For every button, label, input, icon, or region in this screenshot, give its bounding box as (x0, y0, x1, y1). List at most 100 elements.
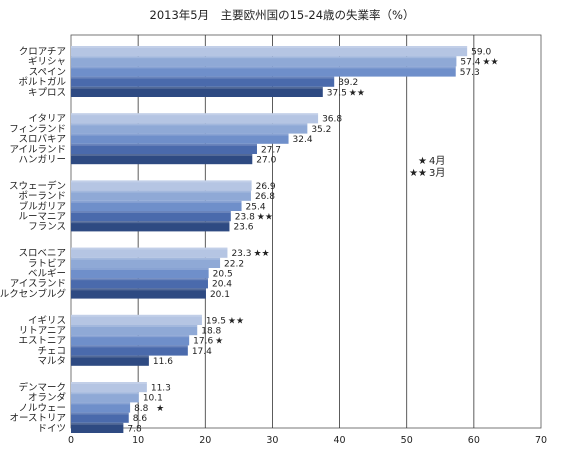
bar (71, 402, 131, 413)
value-label: 18.8 (201, 327, 221, 337)
category-label: スロベニア (18, 248, 66, 259)
bar (71, 46, 468, 57)
bars-layer (71, 46, 468, 433)
bar-highlight (71, 211, 231, 213)
bar (71, 190, 251, 201)
bar-highlight (71, 66, 456, 69)
bar-highlight (71, 422, 124, 425)
plot-frame (70, 34, 542, 429)
value-note: ★ (215, 337, 223, 347)
category-label: チェコ (37, 346, 66, 357)
bar-highlight (71, 278, 208, 281)
category-label: ハンガリー (18, 155, 66, 166)
category-label: ラトビア (28, 258, 66, 269)
category-label: アイスランド (10, 279, 66, 290)
value-label: 57.4 (460, 58, 480, 68)
category-label: キプロス (28, 87, 66, 98)
category-label: ノルウェー (18, 403, 66, 414)
category-label: イタリア (28, 114, 66, 125)
legend-marker: ★ (418, 156, 427, 167)
bar (71, 314, 202, 325)
value-label: 25.4 (246, 202, 266, 212)
bar-highlight (71, 221, 230, 224)
bar-highlight (71, 86, 323, 89)
chart-title: 2013年5月 主要欧州国の15-24歳の失業率（%） (150, 8, 415, 22)
bar (71, 200, 242, 211)
bar (71, 325, 198, 336)
category-label: デンマーク (18, 382, 66, 394)
bar-highlight (71, 200, 242, 203)
bar (71, 278, 208, 289)
bar (71, 123, 308, 134)
value-note: ★★ (253, 249, 269, 259)
bar (71, 257, 221, 268)
category-label: スペイン (29, 67, 66, 78)
value-label: 26.8 (255, 192, 275, 202)
x-tick-label: 0 (68, 435, 74, 446)
value-label: 23.3 (231, 249, 251, 259)
category-label: フィンランド (9, 124, 66, 135)
legend: ★ 4月★★ 3月 (409, 155, 445, 179)
value-label: 36.8 (322, 115, 342, 125)
x-tick-label: 60 (468, 435, 480, 446)
value-label: 27.0 (256, 156, 276, 166)
bar (71, 288, 206, 299)
value-label: 23.6 (233, 223, 253, 233)
x-tick-label: 70 (535, 435, 547, 446)
value-label: 20.4 (212, 280, 232, 290)
bar-highlight (71, 190, 251, 193)
bar (71, 133, 289, 144)
value-label: 27.7 (261, 145, 281, 155)
bar (71, 382, 147, 393)
x-tick-label: 50 (401, 435, 413, 446)
value-note: ★ (156, 404, 164, 414)
bar (71, 180, 252, 191)
category-label: フランス (28, 222, 66, 233)
bar (71, 113, 319, 124)
x-tick-label: 10 (132, 435, 144, 446)
value-label: 39.2 (338, 78, 358, 88)
category-label: スウェーデン (9, 180, 66, 192)
bar-highlight (71, 123, 308, 126)
x-tick-label: 20 (199, 435, 211, 446)
bar-highlight (71, 268, 209, 270)
value-label: 57.3 (460, 68, 480, 78)
legend-label: 4月 (429, 155, 445, 167)
category-label: エストニア (18, 336, 66, 347)
category-label: マルタ (37, 356, 66, 367)
bar (71, 422, 124, 433)
bar-highlight (71, 56, 457, 59)
bar-highlight (71, 46, 468, 48)
value-note: ★★ (349, 88, 365, 98)
bar (71, 392, 139, 403)
bar-highlight (71, 382, 147, 384)
bar (71, 412, 129, 423)
legend-marker: ★★ (409, 168, 427, 179)
value-label: 20.5 (213, 270, 233, 280)
bar-highlight (71, 345, 188, 348)
category-label: スロバキア (18, 134, 66, 145)
bar (71, 76, 335, 87)
value-label: 23.8 (235, 213, 255, 223)
value-label: 35.2 (311, 125, 331, 135)
x-tick-label: 30 (266, 435, 278, 446)
value-note: ★★ (228, 316, 244, 326)
bar-highlight (71, 402, 131, 405)
category-label: ドイツ (37, 423, 66, 434)
category-label: ギリシャ (28, 57, 66, 68)
bar (71, 56, 457, 67)
category-label: ベルギー (28, 269, 66, 280)
bar-highlight (71, 355, 149, 358)
bar (71, 268, 209, 279)
value-label: 22.2 (224, 259, 244, 269)
value-label: 8.6 (133, 414, 148, 424)
category-label: ルクセンブルグ (0, 288, 66, 300)
bar-highlight (71, 143, 257, 146)
bar-highlight (71, 412, 129, 415)
value-label: 32.4 (293, 135, 313, 145)
value-label: 11.6 (153, 357, 173, 367)
bar-highlight (71, 76, 335, 79)
category-label: ルーマニア (18, 212, 66, 223)
